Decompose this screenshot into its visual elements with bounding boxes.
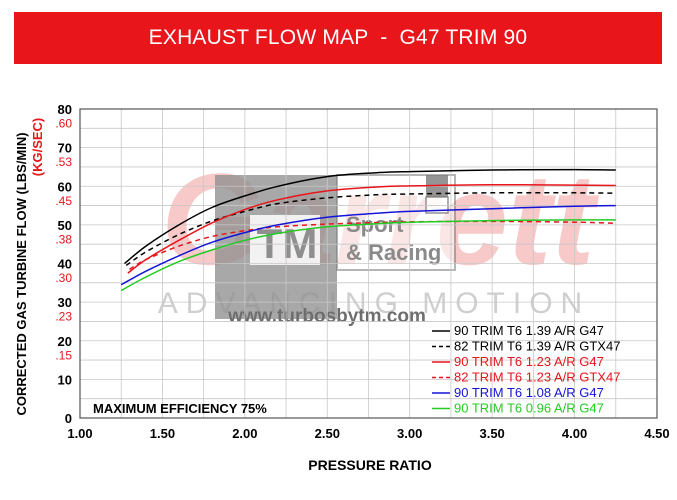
series-line-6 xyxy=(120,219,616,292)
series-group xyxy=(120,168,616,292)
plot-frame xyxy=(79,108,658,419)
x-tick-label: 4.50 xyxy=(644,426,669,441)
legend-entry: 90 TRIM T6 0.96 A/R G47 xyxy=(454,401,604,416)
y-tick-label: 40 xyxy=(58,257,72,272)
x-tick-label: 2.00 xyxy=(232,426,257,441)
y-tick-label: 30 xyxy=(58,295,72,310)
max-efficiency-annotation: MAXIMUM EFFICIENCY 75% xyxy=(93,401,267,416)
y-tick-labels: 0 10 20 30 40 50 60 70 80 xyxy=(58,102,72,426)
y2-tick-label: .45 xyxy=(55,194,72,208)
y2-tick-label: .38 xyxy=(55,232,72,246)
y-tick-label: 10 xyxy=(58,372,72,387)
y2-tick-label: .23 xyxy=(55,310,72,324)
x-tick-label: 1.50 xyxy=(150,426,175,441)
series-line-5 xyxy=(120,204,616,286)
watermark-url: www.turbosbytm.com xyxy=(227,306,426,327)
x-tick-label: 3.50 xyxy=(479,426,504,441)
y2-tick-label: .60 xyxy=(55,117,72,131)
x-tick-label: 3.00 xyxy=(397,426,422,441)
y-axis-label: CORRECTED GAS TURBINE FLOW (LBS/MIN) xyxy=(14,132,29,415)
series-line-2 xyxy=(125,191,616,267)
legend-entry: 82 TRIM T6 1.39 A/R GTX47 xyxy=(454,339,620,354)
tm-logo-line2: & Racing xyxy=(346,240,441,265)
y-tick-label: 0 xyxy=(65,411,72,426)
x-tick-labels: 1.00 1.50 2.00 2.50 3.00 3.50 4.00 4.50 xyxy=(67,426,669,441)
y2-axis-label: (KG/SEC) xyxy=(30,118,45,177)
y2-tick-label: .15 xyxy=(55,348,72,362)
y-tick-label: 50 xyxy=(58,218,72,233)
y2-tick-labels: .15 .23 .30 .38 .45 .53 .60 xyxy=(55,117,72,363)
chart-title: EXHAUST FLOW MAP - G47 TRIM 90 xyxy=(148,26,528,49)
y2-tick-label: .53 xyxy=(55,155,72,169)
title-banner: EXHAUST FLOW MAP - G47 TRIM 90 xyxy=(14,12,662,64)
x-tick-label: 2.50 xyxy=(315,426,340,441)
legend-entry: 90 TRIM T6 1.08 A/R G47 xyxy=(454,385,604,400)
legend-entry: 90 TRIM T6 1.39 A/R G47 xyxy=(454,323,604,338)
y-tick-label: 20 xyxy=(58,334,72,349)
y-tick-label: 70 xyxy=(58,141,72,156)
legend-entry: 82 TRIM T6 1.23 A/R GTX47 xyxy=(454,370,620,385)
x-tick-label: 4.00 xyxy=(562,426,587,441)
y-tick-label: 60 xyxy=(58,179,72,194)
x-tick-label: 1.00 xyxy=(67,426,92,441)
series-line-4 xyxy=(129,220,616,270)
y-tick-label: 80 xyxy=(58,102,72,117)
series-line-1 xyxy=(124,168,616,265)
y2-tick-label: .30 xyxy=(55,271,72,285)
series-line-3 xyxy=(127,183,616,274)
legend-entry: 90 TRIM T6 1.23 A/R G47 xyxy=(454,354,604,369)
x-axis-label: PRESSURE RATIO xyxy=(308,457,432,473)
